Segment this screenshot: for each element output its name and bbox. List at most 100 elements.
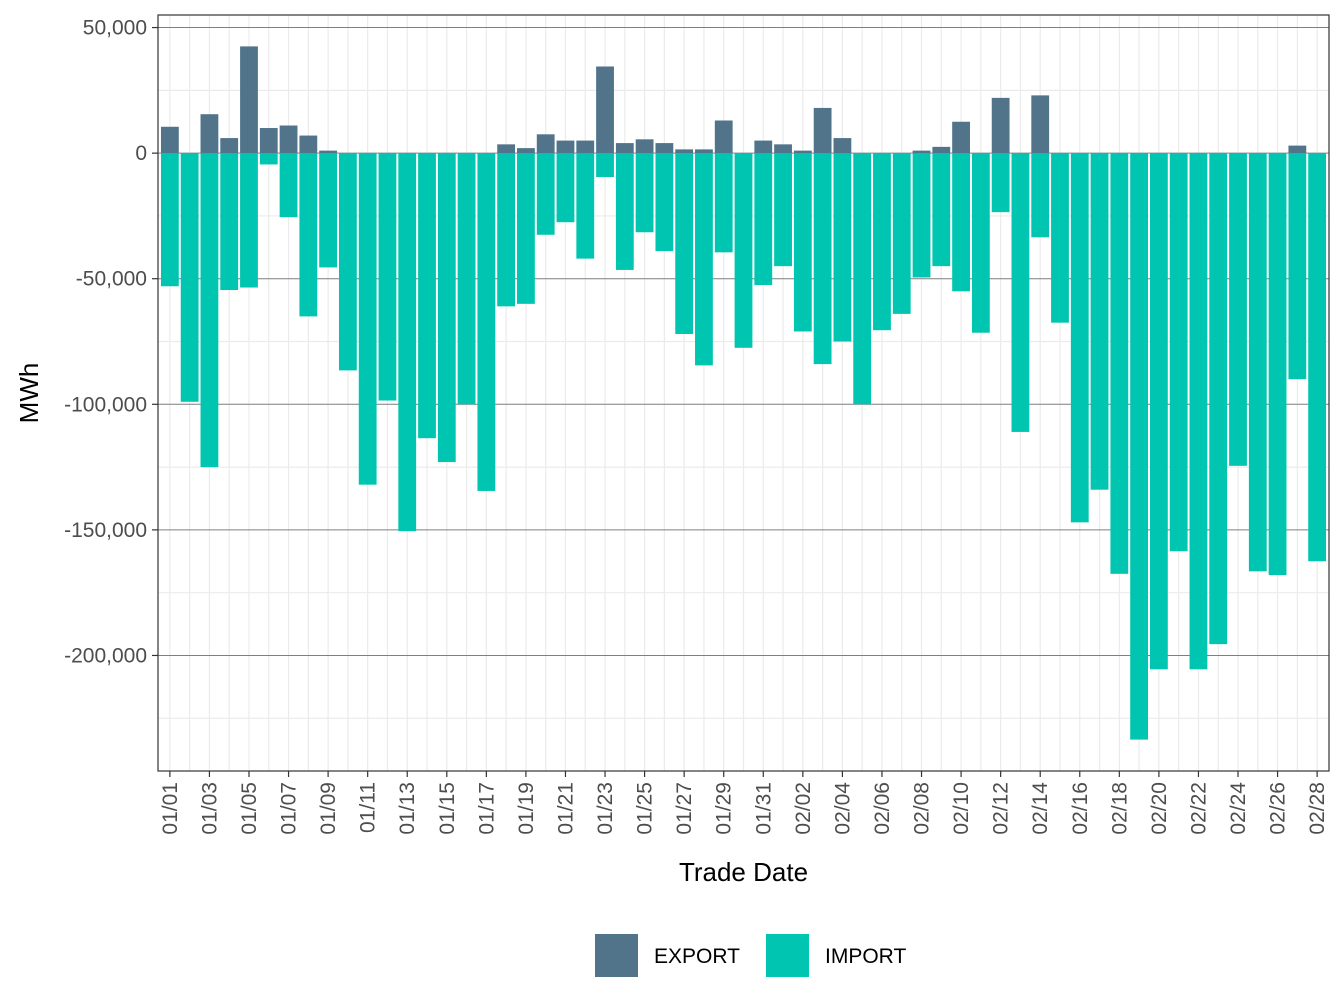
- x-tick-label: 01/25: [634, 782, 657, 835]
- bars: [160, 46, 1327, 740]
- bar-import: [358, 153, 377, 485]
- bar-import: [338, 153, 357, 371]
- bar-import: [437, 153, 456, 463]
- bar-import: [1051, 153, 1069, 323]
- bar-import: [853, 153, 872, 405]
- bar-import: [971, 153, 990, 333]
- bar-import: [398, 153, 417, 532]
- y-tick-label: -50,000: [76, 268, 147, 291]
- bar-import: [1229, 153, 1247, 466]
- bar-import: [873, 153, 891, 331]
- x-tick-label: 01/29: [713, 782, 736, 835]
- bar-export: [220, 138, 239, 154]
- x-tick-label: 02/08: [911, 782, 934, 835]
- bar-import: [1189, 153, 1208, 670]
- bar-export: [279, 125, 298, 154]
- bar-import: [378, 153, 397, 401]
- bar-import: [536, 153, 555, 235]
- bar-import: [991, 153, 1010, 213]
- bar-export: [200, 114, 219, 154]
- x-tick-label: 02/10: [950, 782, 973, 835]
- bar-export: [774, 144, 792, 154]
- x-tick-label: 02/16: [1069, 782, 1092, 835]
- panel-border: [157, 14, 1330, 772]
- bar-import: [675, 153, 694, 334]
- bar-import: [477, 153, 496, 491]
- legend: EXPORT IMPORT: [595, 934, 906, 977]
- bar-export: [160, 126, 179, 154]
- x-tick-label: 01/27: [673, 782, 696, 835]
- bar-import: [160, 153, 179, 287]
- bar-import: [418, 153, 436, 439]
- x-tick-label: 01/07: [278, 782, 301, 835]
- bar-export: [517, 148, 535, 154]
- bar-export: [813, 107, 832, 154]
- bar-export: [615, 143, 634, 154]
- x-axis-title: Trade Date: [679, 857, 808, 887]
- x-axis: 01/01 01/03 01/05 01/07 01/09 01/11 01/13 01/15…: [159, 771, 1329, 835]
- bar-import: [833, 153, 852, 342]
- y-tick-label: -200,000: [64, 644, 147, 667]
- bar-export: [655, 143, 674, 154]
- bar-export: [576, 140, 595, 154]
- bar-export: [793, 150, 812, 154]
- bar-import: [576, 153, 595, 259]
- bar-import: [1130, 153, 1149, 740]
- x-tick-label: 01/17: [475, 782, 498, 835]
- bar-import: [1169, 153, 1188, 552]
- bar-import: [813, 153, 832, 365]
- bar-import: [734, 153, 753, 348]
- x-tick-label: 01/31: [752, 782, 775, 835]
- bar-import: [220, 153, 239, 291]
- x-tick-label: 02/02: [792, 782, 815, 835]
- bar-import: [1090, 153, 1109, 490]
- x-tick-label: 02/24: [1227, 782, 1250, 835]
- bar-export: [240, 46, 258, 154]
- bar-import: [1011, 153, 1030, 432]
- x-tick-label: 01/03: [198, 782, 221, 835]
- x-tick-label: 01/09: [317, 782, 340, 835]
- bar-import: [457, 153, 476, 405]
- x-tick-label: 02/20: [1148, 782, 1171, 835]
- bar-export: [695, 149, 713, 154]
- bar-import: [793, 153, 812, 332]
- bar-import: [279, 153, 298, 218]
- bar-import: [556, 153, 575, 223]
- y-axis-title: MWh: [14, 363, 44, 424]
- bar-export: [556, 140, 575, 154]
- x-tick-label: 02/12: [990, 782, 1013, 835]
- bar-import: [259, 153, 278, 165]
- bar-import: [1288, 153, 1307, 380]
- legend-key-export: [595, 934, 638, 977]
- legend-label-export: EXPORT: [654, 945, 740, 968]
- x-tick-label: 02/18: [1108, 782, 1131, 835]
- x-tick-label: 01/05: [238, 782, 261, 835]
- bar-import: [319, 153, 338, 268]
- bar-export: [1031, 95, 1050, 154]
- bar-import: [635, 153, 654, 233]
- y-tick-label: 50,000: [83, 17, 147, 40]
- bar-export: [714, 120, 733, 154]
- bar-import: [180, 153, 199, 402]
- x-tick-label: 01/15: [436, 782, 459, 835]
- bar-import: [200, 153, 219, 468]
- bar-import: [240, 153, 258, 288]
- bar-export: [754, 140, 773, 154]
- bar-import: [1268, 153, 1287, 576]
- bar-export: [259, 128, 278, 154]
- x-tick-label: 01/23: [594, 782, 617, 835]
- legend-label-import: IMPORT: [825, 945, 906, 968]
- y-tick-label: 0: [135, 142, 147, 165]
- y-axis: 50,000 0 -50,000 -100,000 -150,000 -200,000: [64, 17, 158, 667]
- bar-export: [319, 150, 338, 154]
- bar-export: [299, 135, 318, 154]
- x-tick-label: 01/01: [159, 782, 182, 835]
- bar-import: [932, 153, 951, 267]
- x-tick-label: 02/22: [1187, 782, 1210, 835]
- bar-export: [635, 139, 654, 154]
- bar-import: [774, 153, 792, 267]
- bar-import: [1110, 153, 1129, 574]
- bar-export: [1288, 145, 1307, 154]
- x-tick-label: 01/13: [396, 782, 419, 835]
